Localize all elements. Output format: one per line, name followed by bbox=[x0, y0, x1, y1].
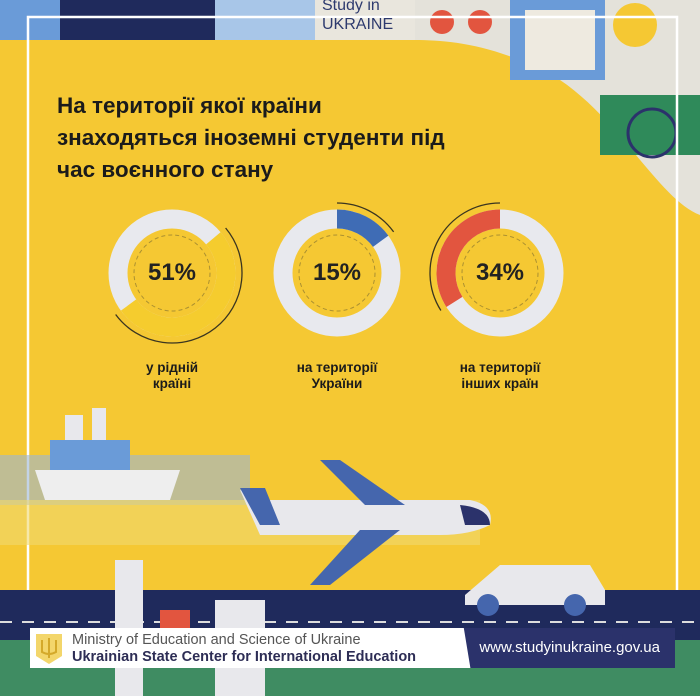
website-link[interactable]: www.studyinukraine.gov.ua bbox=[479, 639, 660, 656]
donut-inner-dashed-ring bbox=[133, 234, 211, 312]
label-line: на території bbox=[459, 360, 541, 375]
ukraine-coat-of-arms-icon bbox=[36, 634, 62, 664]
label-line: у рідній bbox=[145, 360, 199, 375]
donut-inner-dashed-ring bbox=[298, 234, 376, 312]
donut-value-label: 34% bbox=[475, 259, 525, 286]
footer-banner: Ministry of Education and Science of Ukr… bbox=[30, 628, 675, 668]
title-line: знаходяться іноземні студенти під bbox=[57, 125, 445, 150]
donut-segment bbox=[436, 209, 500, 308]
car-icon bbox=[465, 565, 605, 616]
page-title: На території якої країни знаходяться іно… bbox=[57, 90, 445, 186]
label-line: на території bbox=[296, 360, 378, 375]
donut-segment bbox=[337, 209, 389, 247]
donut-segment bbox=[120, 232, 236, 337]
donut-value-label: 51% bbox=[147, 259, 197, 286]
ship-icon bbox=[35, 470, 180, 500]
label-line: України bbox=[311, 376, 363, 391]
mosaic-pattern bbox=[415, 0, 700, 215]
donut-category-label: на території України bbox=[252, 360, 422, 392]
brand-line2: UKRAINE bbox=[322, 16, 394, 33]
label-line: інших країн bbox=[461, 376, 539, 391]
donut-value-label: 15% bbox=[312, 259, 362, 286]
donut-outer-arc bbox=[115, 227, 243, 344]
brand-line1: Study in bbox=[322, 0, 380, 14]
title-line: час воєнного стану bbox=[57, 157, 274, 182]
donut-outer-arc bbox=[429, 202, 501, 311]
donut-category-label: у рідній країні bbox=[87, 360, 257, 392]
title-line: На території якої країни bbox=[57, 93, 322, 118]
airplane-icon bbox=[240, 460, 491, 585]
donut-inner-dashed-ring bbox=[461, 234, 539, 312]
donut-category-label: на території інших країн bbox=[415, 360, 585, 392]
center-name: Ukrainian State Center for International… bbox=[72, 649, 417, 665]
study-in-ukraine-logo: Study in UKRAINE bbox=[322, 0, 393, 34]
donut-outer-arc bbox=[336, 202, 395, 233]
label-line: країні bbox=[152, 376, 192, 391]
ministry-name: Ministry of Education and Science of Ukr… bbox=[72, 632, 361, 648]
